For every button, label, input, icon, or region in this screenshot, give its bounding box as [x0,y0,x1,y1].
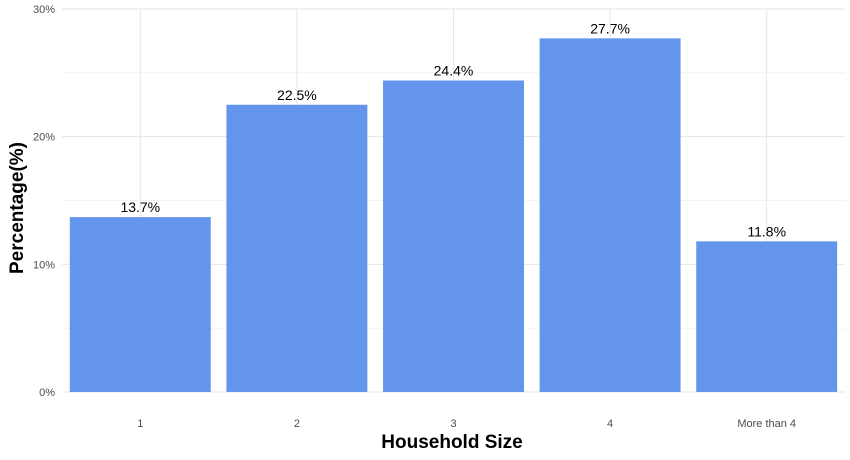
x-tick-label: 4 [607,418,613,430]
bar-value-label: 27.7% [590,20,630,36]
bar-value-label: 24.4% [434,62,474,78]
data-labels: 13.7% 22.5% 24.4% 27.7% 11.8% [120,20,786,239]
x-tick-label: More than 4 [737,418,796,430]
bar-value-label: 13.7% [120,199,160,215]
y-tick-label: 30% [33,4,55,16]
bar-value-label: 22.5% [277,87,317,103]
x-tick-label: 1 [137,418,143,430]
x-tick-label: 3 [450,418,456,430]
y-axis-title: Percentage(%) [7,142,28,274]
bar [383,80,524,392]
bar [226,104,368,392]
x-axis-title: Household Size [381,432,522,453]
x-axis-ticks: 1 2 3 4 More than 4 [137,418,796,430]
bar [696,241,838,392]
y-tick-label: 20% [33,132,55,144]
bars [69,38,838,392]
y-axis-ticks: 0% 10% 20% 30% [33,4,55,399]
bar [539,38,681,392]
x-tick-label: 2 [294,418,300,430]
bar-value-label: 11.8% [747,223,786,239]
y-tick-label: 10% [33,259,55,271]
bar [69,217,211,392]
y-tick-label: 0% [39,387,55,399]
